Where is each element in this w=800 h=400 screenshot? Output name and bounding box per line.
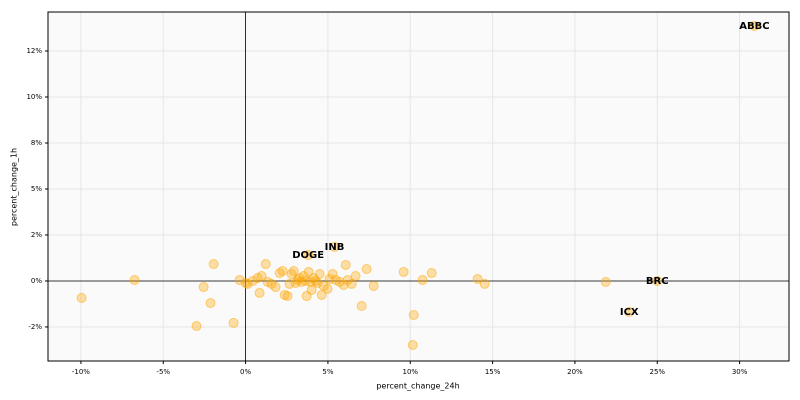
point (260, 259, 271, 270)
y-tick-label: 10% (26, 93, 42, 101)
point (368, 280, 379, 291)
x-tick-label: 20% (567, 368, 583, 376)
point (417, 275, 428, 286)
point (356, 300, 367, 311)
point (329, 241, 340, 252)
point-label: ABBC (739, 21, 769, 32)
point (228, 317, 239, 328)
point (288, 266, 299, 277)
point (306, 284, 317, 295)
point (282, 291, 293, 302)
point (327, 268, 338, 279)
point-label: ICX (620, 307, 639, 318)
y-tick-label: 0% (31, 277, 42, 285)
y-tick-label: 12% (26, 47, 42, 55)
point (426, 268, 437, 279)
point (361, 264, 372, 275)
x-tick-label: 0% (240, 368, 251, 376)
point (242, 278, 253, 289)
point (198, 282, 209, 293)
point (652, 275, 663, 286)
point (205, 298, 216, 309)
y-tick-label: -2% (28, 323, 42, 331)
point (314, 268, 325, 279)
y-tick-label: 2% (31, 231, 42, 239)
x-tick-label: -5% (156, 368, 170, 376)
point (234, 275, 245, 286)
point (322, 283, 333, 294)
point (191, 321, 202, 332)
y-axis-label: percent_change_1h (10, 148, 19, 226)
point (247, 275, 258, 286)
point (407, 339, 418, 350)
point (749, 20, 760, 31)
x-tick-label: 30% (732, 368, 748, 376)
x-tick-label: 10% (402, 368, 418, 376)
point (408, 310, 419, 321)
x-tick-label: 5% (322, 368, 333, 376)
y-tick-label: 8% (31, 139, 42, 147)
x-tick-label: 25% (649, 368, 665, 376)
point-label: INB (325, 242, 345, 253)
plot-frame (47, 11, 790, 362)
point (129, 275, 140, 286)
point (270, 282, 281, 293)
x-tick-label: 15% (485, 368, 501, 376)
point (254, 287, 265, 298)
point (256, 271, 267, 282)
point (208, 259, 219, 270)
point (342, 275, 353, 286)
point (76, 292, 87, 303)
point (472, 273, 483, 284)
y-tick-label: 5% (31, 185, 42, 193)
point (303, 250, 314, 261)
x-tick-label: -10% (72, 368, 90, 376)
point (324, 273, 335, 284)
point (350, 271, 361, 282)
point (624, 306, 635, 317)
point (340, 259, 351, 270)
point (277, 266, 288, 277)
point (600, 276, 611, 287)
point (398, 266, 409, 277)
point-label: DOGE (292, 250, 324, 261)
point (479, 278, 490, 289)
plot-area (48, 12, 789, 361)
point (346, 278, 357, 289)
x-axis-label: percent_change_24h (376, 382, 459, 391)
point-label: BRC (646, 276, 669, 287)
